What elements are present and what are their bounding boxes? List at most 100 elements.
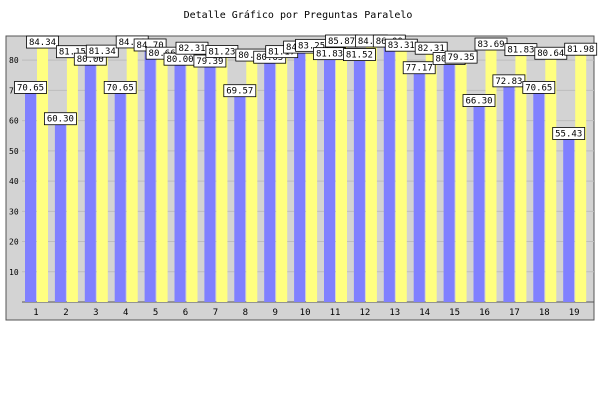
x-tick-label: 17 [509, 308, 520, 318]
bar-series-2 [545, 58, 557, 303]
data-label-box [564, 42, 598, 56]
data-label-text: 82.31 [178, 44, 205, 54]
bar-series-2 [395, 50, 407, 302]
data-label-text: 81.52 [346, 51, 373, 61]
x-tick-label: 3 [93, 308, 98, 318]
data-label-text: 81.23 [208, 47, 235, 57]
data-label-series-2: 81.34 [85, 44, 119, 58]
data-label-series-2: 82.31 [414, 41, 448, 55]
y-tick-label: 10 [9, 268, 19, 277]
bar-series-2 [186, 53, 198, 303]
data-label-text: 83.31 [388, 41, 415, 51]
bar-series-2 [276, 56, 288, 302]
data-label-series-1: 70.65 [103, 81, 137, 94]
bar-series-2 [336, 42, 347, 302]
bar-series-1 [174, 60, 186, 302]
bar-series-2 [425, 53, 437, 303]
x-tick-label: 2 [63, 308, 68, 318]
y-axis-ticks: 10 20 30 40 50 60 70 80 [9, 56, 19, 277]
data-label-box [402, 61, 436, 75]
bar-series-2 [246, 60, 258, 302]
data-label-series-1: 72.83 [492, 74, 526, 88]
data-label-text: 80.00 [77, 55, 104, 65]
bar-series-1 [234, 91, 246, 302]
data-label-text: 81.98 [567, 45, 594, 55]
x-tick-label: 15 [449, 308, 460, 318]
data-label-series-2: 80.64 [534, 46, 568, 60]
bar-series-1 [383, 42, 395, 302]
bar-series-2 [126, 46, 138, 302]
data-label-series-2: 81.83 [504, 43, 538, 57]
bar-series-2 [575, 54, 587, 302]
data-label-box [223, 84, 257, 98]
data-label-text: 81.34 [89, 47, 116, 57]
data-label-text: 81.17 [268, 48, 295, 58]
data-label-series-2: 83.31 [384, 38, 418, 52]
data-label-text: 80.66 [149, 49, 176, 59]
data-label-box [26, 35, 59, 49]
bar-series-1 [503, 81, 515, 303]
data-label-series-1: 70.65 [14, 81, 47, 94]
x-tick-label: 4 [123, 308, 128, 318]
data-label-box [14, 81, 47, 94]
x-tick-label: 6 [183, 308, 188, 318]
data-label-series-2: 84.34 [26, 35, 59, 49]
x-tick-label: 8 [243, 308, 248, 318]
bar-series-1 [563, 134, 575, 302]
bar-series-2 [365, 45, 377, 302]
data-label-text: 80.04 [238, 51, 265, 61]
data-label-text: 77.17 [406, 64, 433, 74]
bar-series-1 [264, 58, 276, 303]
data-label-text: 55.43 [555, 129, 582, 139]
bar-series-1 [114, 88, 126, 302]
y-tick-label: 50 [9, 147, 19, 156]
bar-series-1 [84, 60, 96, 302]
data-label-series-2: 83.69 [474, 37, 508, 51]
data-label-text: 82.31 [418, 44, 445, 54]
data-label-series-1: 69.57 [223, 84, 257, 98]
data-label-text: 81.83 [507, 46, 534, 56]
y-tick-label: 30 [9, 207, 19, 216]
x-tick-label: 10 [300, 308, 311, 318]
x-tick-label: 11 [330, 308, 341, 318]
data-label-text: 72.83 [495, 77, 522, 87]
data-label-series-2: 82.31 [175, 41, 209, 55]
bar-series-2 [455, 62, 467, 302]
data-label-series-1: 80.00 [163, 52, 197, 66]
data-label-box [85, 44, 119, 58]
bar-series-2 [37, 47, 48, 302]
bar-series-1 [144, 45, 156, 302]
data-label-text: 80.65 [256, 53, 283, 63]
chart-title: Detalle Gráfico por Preguntas Paralelo [184, 9, 413, 21]
data-label-series-2: 79.35 [444, 50, 478, 64]
x-tick-label: 12 [359, 308, 370, 318]
data-label-text: 79.35 [448, 53, 475, 63]
data-label-text: 80.64 [537, 49, 564, 59]
data-label-text: 69.57 [226, 87, 253, 97]
data-label-text: 83.69 [477, 40, 504, 50]
bar-series-1 [25, 88, 36, 302]
data-label-series-1: 81.52 [342, 48, 376, 61]
x-tick-label: 19 [569, 308, 580, 318]
data-label-text: 84.38 [119, 38, 146, 48]
data-labels: 70.6584.3460.3081.1580.0081.3470.6584.38… [14, 34, 598, 140]
x-tick-label: 5 [153, 308, 158, 318]
data-label-text: 79.39 [196, 57, 223, 67]
y-tick-label: 60 [9, 117, 19, 126]
bar-series-2 [216, 56, 228, 302]
bar-series-2 [306, 50, 318, 302]
data-label-text: 83.25 [298, 41, 325, 51]
data-label-text: 81.15 [59, 48, 86, 58]
bar-series-2 [96, 56, 108, 302]
bar-series-1 [443, 59, 455, 303]
x-axis-ticks: 1 2 3 4 5 6 7 8 9 10 11 12 13 14 15 16 17 18 19 [33, 308, 579, 318]
y-tick-label: 70 [9, 86, 19, 95]
data-label-text: 70.65 [525, 83, 552, 93]
data-label-box [462, 94, 496, 107]
data-label-series-1: 60.30 [44, 112, 77, 126]
data-label-text: 80.00 [166, 55, 193, 65]
data-label-text: 84.34 [29, 38, 56, 48]
y-tick-label: 20 [9, 238, 19, 247]
